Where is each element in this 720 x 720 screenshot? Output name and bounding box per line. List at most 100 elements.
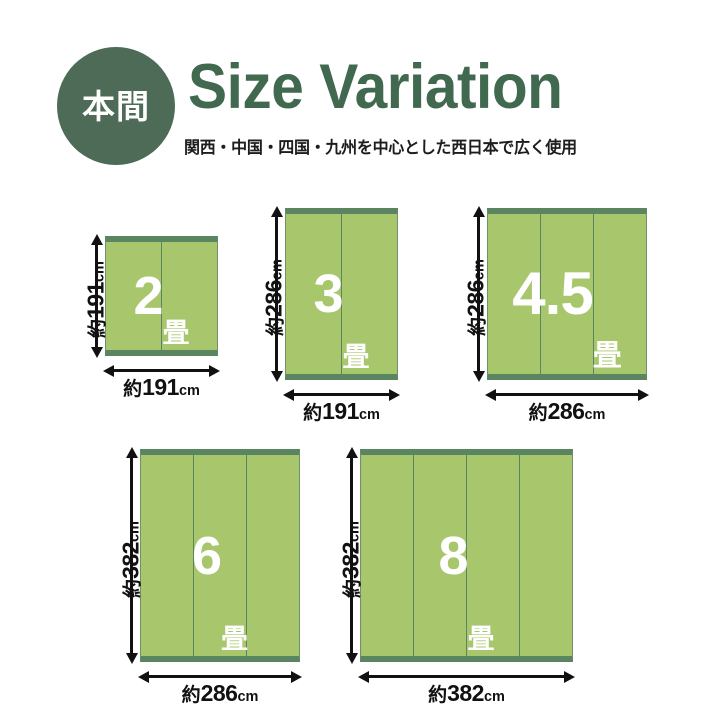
dimension-label-height-6: 約382cm <box>117 480 144 640</box>
mat-panels <box>141 455 299 656</box>
unit-cm: cm <box>237 689 259 705</box>
mat-6-tatami: 6 畳 <box>140 449 300 662</box>
mat-panel <box>286 214 342 374</box>
arrow-head-right-icon <box>638 388 649 401</box>
dimension-value: 286 <box>200 680 238 706</box>
dimension-label-width-4_5: 約286cm <box>485 398 649 424</box>
dimension-label-height-4_5: 約286cm <box>462 218 489 378</box>
dimension-value: 191 <box>142 374 179 400</box>
approx-symbol: 約 <box>467 316 489 336</box>
mat-panel <box>488 214 541 374</box>
unit-cm: cm <box>178 383 200 399</box>
unit-cm: cm <box>91 261 108 283</box>
approx-symbol: 約 <box>87 318 109 338</box>
approx-symbol: 約 <box>428 685 448 706</box>
arrow-head-down-icon <box>90 347 103 358</box>
unit-cm: cm <box>584 407 606 423</box>
dimension-arrow-vertical-6 <box>125 447 138 664</box>
arrow-head-left-icon <box>138 670 149 683</box>
dimension-label-width-2: 約191cm <box>103 374 220 400</box>
arrow-shaft <box>496 393 638 396</box>
approx-symbol: 約 <box>303 403 323 424</box>
dimension-value: 191 <box>82 282 109 319</box>
arrow-head-left-icon <box>358 670 369 683</box>
mat-3-tatami: 3 畳 <box>285 208 398 380</box>
arrow-shaft <box>149 675 291 678</box>
header-banner: 本間 Size Variation 関西・中国・四国・九州を中心とした西日本で広… <box>0 0 720 180</box>
dimension-label-height-2: 約191cm <box>82 234 109 366</box>
mat-panels <box>106 242 217 350</box>
unit-cm: cm <box>358 407 380 423</box>
arrow-head-down-icon <box>270 371 283 382</box>
arrow-head-right-icon <box>389 388 400 401</box>
mat-8-tatami: 8 畳 <box>360 449 573 662</box>
mat-panels <box>286 214 397 374</box>
dimension-value: 286 <box>547 398 585 424</box>
unit-cm: cm <box>471 259 488 281</box>
unit-cm: cm <box>483 689 505 705</box>
dimension-arrow-horizontal-6 <box>138 670 302 683</box>
mat-4_5-tatami: 4.5 畳 <box>487 208 647 380</box>
approx-symbol: 約 <box>181 685 201 706</box>
arrow-shaft <box>275 217 278 371</box>
dimension-value: 286 <box>260 280 287 317</box>
page-title: Size Variation <box>188 52 563 122</box>
region-badge-label: 本間 <box>82 87 150 125</box>
unit-cm: cm <box>346 521 363 543</box>
mat-panel <box>361 455 414 656</box>
arrow-shaft <box>350 458 353 653</box>
approx-symbol: 約 <box>265 316 287 336</box>
mat-panel <box>414 455 467 656</box>
arrow-head-down-icon <box>472 371 485 382</box>
unit-cm: cm <box>126 521 143 543</box>
mat-panels <box>361 455 572 656</box>
arrow-shaft <box>114 369 209 372</box>
arrow-head-left-icon <box>283 388 294 401</box>
arrow-shaft <box>130 458 133 653</box>
mat-panel <box>247 455 299 656</box>
arrow-head-up-icon <box>472 206 485 217</box>
arrow-head-right-icon <box>209 364 220 377</box>
arrow-shaft <box>369 675 564 678</box>
arrow-head-down-icon <box>345 653 358 664</box>
arrow-head-up-icon <box>90 234 103 245</box>
mat-panel <box>342 214 397 374</box>
arrow-head-right-icon <box>291 670 302 683</box>
mat-panels <box>488 214 646 374</box>
arrow-head-right-icon <box>564 670 575 683</box>
dimension-label-width-3: 約191cm <box>283 400 400 424</box>
page-subtitle: 関西・中国・四国・九州を中心とした西日本で広く使用 <box>184 139 577 157</box>
mat-panel <box>541 214 594 374</box>
arrow-shaft <box>294 393 389 396</box>
dimension-value: 382 <box>447 680 484 706</box>
dimension-value: 382 <box>117 542 144 579</box>
approx-symbol: 約 <box>528 403 548 424</box>
dimension-label-height-3: 約286cm <box>260 218 287 378</box>
dimension-arrow-vertical-3 <box>270 206 283 382</box>
approx-symbol: 約 <box>123 379 143 400</box>
arrow-head-up-icon <box>270 206 283 217</box>
approx-symbol: 約 <box>122 578 144 598</box>
dimension-arrow-horizontal-4_5 <box>485 388 649 401</box>
mat-panel <box>162 242 217 350</box>
arrow-head-up-icon <box>345 447 358 458</box>
arrow-head-left-icon <box>485 388 496 401</box>
arrow-head-down-icon <box>125 653 138 664</box>
dimension-arrow-horizontal-8 <box>358 670 575 683</box>
region-badge: 本間 <box>57 47 175 165</box>
dimension-arrow-vertical-4_5 <box>472 206 485 382</box>
dimension-value: 286 <box>462 280 489 317</box>
mat-panel <box>520 455 572 656</box>
dimension-label-width-6: 約286cm <box>138 680 302 706</box>
arrow-head-left-icon <box>103 364 114 377</box>
dimension-arrow-horizontal-2 <box>103 364 220 377</box>
dimension-arrow-horizontal-3 <box>283 388 400 401</box>
approx-symbol: 約 <box>342 578 364 598</box>
mat-panel <box>594 214 646 374</box>
arrow-head-up-icon <box>125 447 138 458</box>
mat-2-tatami: 2 畳 <box>105 236 218 356</box>
arrow-shaft <box>477 217 480 371</box>
mat-panel <box>106 242 162 350</box>
dimension-value: 382 <box>337 542 364 579</box>
dimension-arrow-vertical-8 <box>345 447 358 664</box>
